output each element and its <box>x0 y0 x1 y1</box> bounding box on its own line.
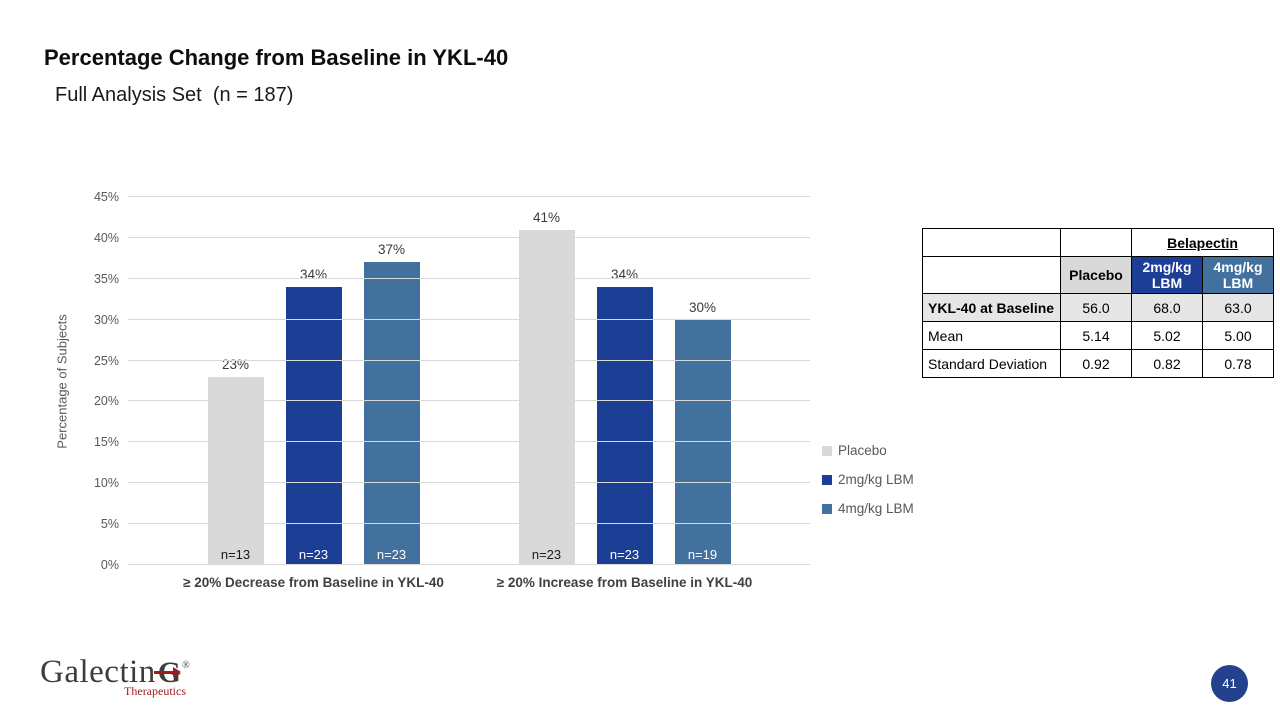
bar-value-label: 37% <box>377 242 406 258</box>
bar-placebo: 41% n=23 <box>518 210 575 565</box>
table-row: Standard Deviation 0.92 0.82 0.78 <box>922 349 1274 379</box>
y-axis-tick-label: 5% <box>100 517 119 532</box>
bar-value-label: 23% <box>221 356 250 372</box>
col-header-placebo: Placebo <box>1060 255 1132 295</box>
page-subtitle: Full Analysis Set (n = 187) <box>55 84 294 106</box>
bar-value-label: 41% <box>532 209 561 225</box>
legend-item: Placebo <box>822 443 914 458</box>
category-label: ≥ 20% Decrease from Baseline in YKL-40 <box>183 575 444 590</box>
bar-4mg-kg-lbm: 37% n=23 <box>363 242 420 565</box>
bar-placebo: 23% n=13 <box>207 357 264 565</box>
bar-value-label: 34% <box>610 266 639 282</box>
legend-item: 2mg/kg LBM <box>822 472 914 487</box>
legend-item: 4mg/kg LBM <box>822 501 914 516</box>
bar-n-label: n=23 <box>298 547 329 562</box>
y-axis-tick-label: 0% <box>100 558 119 572</box>
y-axis-title: Percentage of Subjects <box>52 197 72 565</box>
table-cell: 0.78 <box>1202 349 1274 379</box>
table-cell: 5.00 <box>1202 321 1274 351</box>
legend-label: 2mg/kg LBM <box>838 472 914 487</box>
bar-n-label: n=13 <box>220 547 251 562</box>
gridline <box>128 564 810 565</box>
table-cell: 0.92 <box>1060 349 1132 379</box>
y-axis-tick-label: 30% <box>93 312 119 327</box>
y-axis-tick-label: 45% <box>93 190 119 204</box>
bar-group: 41% n=23 34% n=23 30% n=19 ≥ 20% Increase from… <box>497 197 753 590</box>
legend-swatch <box>822 474 832 485</box>
page-number-badge: 41 <box>1211 665 1248 702</box>
bar-2mg-kg-lbm: 34% n=23 <box>285 267 342 565</box>
bar-n-label: n=23 <box>531 547 562 562</box>
table-empty-cell <box>1060 228 1132 257</box>
table-group-header-row: Belapectin <box>922 228 1274 257</box>
table-group-header-text: Belapectin <box>1167 234 1238 251</box>
legend-swatch <box>822 445 832 456</box>
table-group-header: Belapectin <box>1131 228 1274 257</box>
table-cell: 5.14 <box>1060 321 1132 351</box>
legend-label: Placebo <box>838 443 887 458</box>
y-axis-tick-label: 25% <box>93 353 119 368</box>
registered-mark-icon: ® <box>182 660 190 671</box>
bar-groups: 23% n=13 34% n=23 37% n=23 ≥ 20% Decrease from… <box>128 197 810 590</box>
y-axis-tick-label: 40% <box>93 230 119 245</box>
bar-chart-plot-area: 23% n=13 34% n=23 37% n=23 ≥ 20% Decrease from… <box>94 190 810 590</box>
table-row: Mean 5.14 5.02 5.00 <box>922 321 1274 351</box>
legend-swatch <box>822 503 832 514</box>
stats-table: Belapectin Placebo 2mg/kg LBM 4mg/kg LBM… <box>922 228 1274 379</box>
gridline <box>128 236 810 238</box>
row-label: YKL-40 at Baseline <box>922 293 1061 323</box>
gridline <box>128 400 810 402</box>
gridline <box>128 277 810 279</box>
gridline <box>128 482 810 484</box>
gridline <box>128 359 810 361</box>
category-label: ≥ 20% Increase from Baseline in YKL-40 <box>496 575 753 590</box>
gridline <box>128 523 810 525</box>
table-column-header-row: Placebo 2mg/kg LBM 4mg/kg LBM <box>922 255 1274 295</box>
logo-row: Galectin G ® <box>40 654 190 691</box>
galectin-logo: Galectin G ® Therapeutics <box>40 654 190 699</box>
table-cell: 5.02 <box>1131 321 1203 351</box>
bar-n-label: n=23 <box>609 547 640 562</box>
legend-label: 4mg/kg LBM <box>838 501 914 516</box>
logo-subtext: Therapeutics <box>124 684 186 698</box>
bar-value-label: 34% <box>299 266 328 282</box>
table-cell: 68.0 <box>1131 293 1203 323</box>
y-axis-title-text: Percentage of Subjects <box>54 313 70 449</box>
table-cell: 56.0 <box>1060 293 1132 323</box>
row-label: Standard Deviation <box>922 349 1061 379</box>
col-header-4mg: 4mg/kg LBM <box>1202 255 1274 295</box>
bar-n-label: n=23 <box>376 547 407 562</box>
table-cell: 0.82 <box>1131 349 1203 379</box>
chart-legend: Placebo 2mg/kg LBM 4mg/kg LBM <box>822 443 914 516</box>
logo-name-text: Galectin <box>40 654 156 690</box>
bar-n-label: n=19 <box>687 547 718 562</box>
page-title: Percentage Change from Baseline in YKL-4… <box>44 45 509 70</box>
table-row: YKL-40 at Baseline 56.0 68.0 63.0 <box>922 293 1274 323</box>
y-axis-tick-label: 20% <box>93 394 119 409</box>
bar-group: 23% n=13 34% n=23 37% n=23 ≥ 20% Decrease from… <box>183 197 444 590</box>
table-corner-cell <box>922 228 1061 257</box>
page-number: 41 <box>1222 676 1237 691</box>
gridline <box>128 441 810 443</box>
gridline <box>128 318 810 320</box>
col-header-2mg: 2mg/kg LBM <box>1131 255 1203 295</box>
gridline <box>128 196 810 197</box>
table-empty-cell <box>922 255 1061 295</box>
arrow-right-icon <box>153 667 181 677</box>
row-label: Mean <box>922 321 1061 351</box>
y-axis-tick-label: 10% <box>93 476 119 491</box>
y-axis-tick-label: 15% <box>93 435 119 450</box>
y-axis-tick-label: 35% <box>93 271 119 286</box>
table-cell: 63.0 <box>1202 293 1274 323</box>
logo-g-arrow-icon: G <box>153 656 181 690</box>
bar-value-label: 30% <box>688 299 717 315</box>
